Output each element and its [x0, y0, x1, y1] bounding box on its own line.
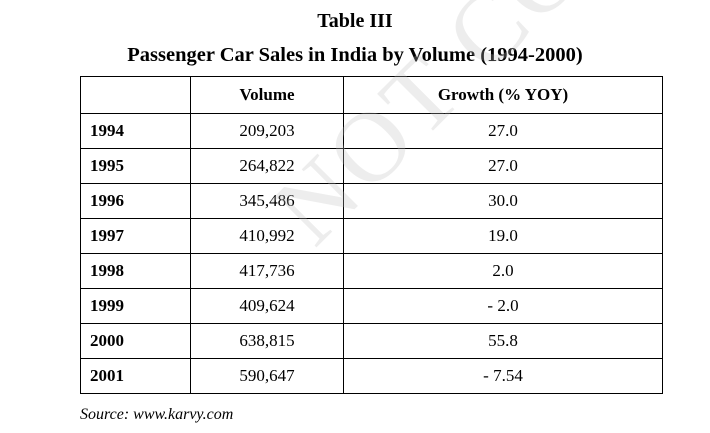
- volume-cell: 590,647: [190, 358, 344, 394]
- year-cell: 1997: [80, 218, 191, 254]
- volume-cell: 410,992: [190, 218, 344, 254]
- table-row: 1998 417,736 2.0: [80, 253, 663, 289]
- growth-cell: - 7.54: [343, 358, 663, 394]
- year-cell: 1998: [80, 253, 191, 289]
- volume-cell: 209,203: [190, 113, 344, 149]
- year-cell: 1996: [80, 183, 191, 219]
- volume-cell: 345,486: [190, 183, 344, 219]
- header-row: Volume Growth (% YOY): [80, 76, 663, 114]
- header-growth: Growth (% YOY): [343, 76, 663, 114]
- table-row: 1997 410,992 19.0: [80, 218, 663, 254]
- volume-cell: 638,815: [190, 323, 344, 359]
- table-row: 1995 264,822 27.0: [80, 148, 663, 184]
- table-row: 1999 409,624 - 2.0: [80, 288, 663, 324]
- year-cell: 1994: [80, 113, 191, 149]
- sales-table: Volume Growth (% YOY) 1994 209,203 27.0 …: [80, 76, 663, 394]
- table-title: Passenger Car Sales in India by Volume (…: [127, 44, 583, 66]
- header-year: [80, 76, 191, 114]
- source-note: Source: www.karvy.com: [80, 406, 234, 423]
- growth-cell: - 2.0: [343, 288, 663, 324]
- year-cell: 1995: [80, 148, 191, 184]
- table-row: 1996 345,486 30.0: [80, 183, 663, 219]
- table-number: Table III: [317, 10, 393, 32]
- year-cell: 2001: [80, 358, 191, 394]
- volume-cell: 264,822: [190, 148, 344, 184]
- header-volume: Volume: [190, 76, 344, 114]
- table-row: 2001 590,647 - 7.54: [80, 358, 663, 394]
- year-cell: 2000: [80, 323, 191, 359]
- growth-cell: 30.0: [343, 183, 663, 219]
- growth-cell: 2.0: [343, 253, 663, 289]
- volume-cell: 417,736: [190, 253, 344, 289]
- table-row: 1994 209,203 27.0: [80, 113, 663, 149]
- growth-cell: 55.8: [343, 323, 663, 359]
- volume-cell: 409,624: [190, 288, 344, 324]
- growth-cell: 19.0: [343, 218, 663, 254]
- table-row: 2000 638,815 55.8: [80, 323, 663, 359]
- year-cell: 1999: [80, 288, 191, 324]
- growth-cell: 27.0: [343, 113, 663, 149]
- growth-cell: 27.0: [343, 148, 663, 184]
